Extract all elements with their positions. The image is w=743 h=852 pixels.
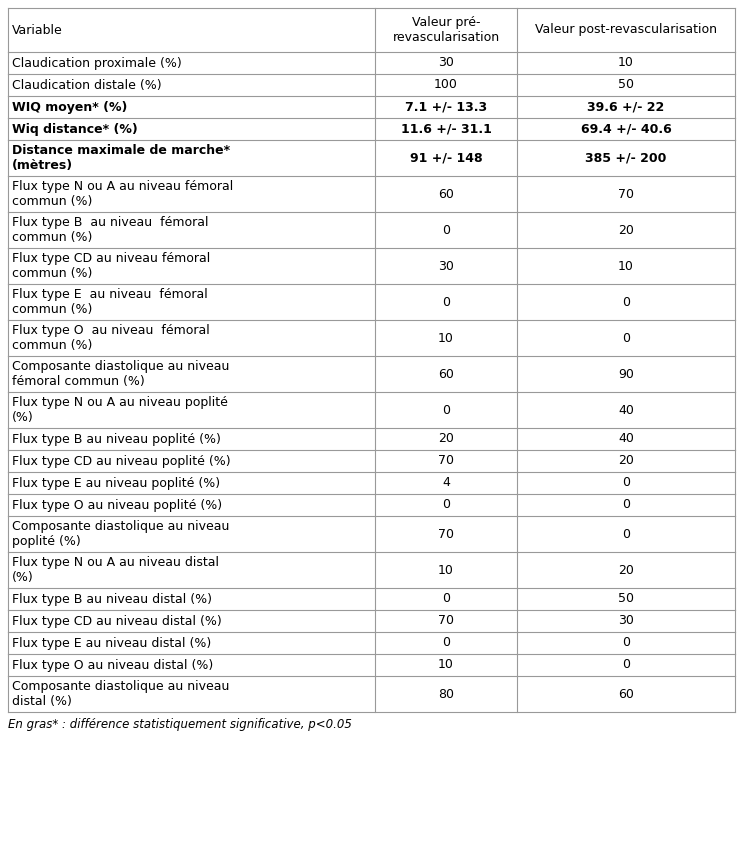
Text: 80: 80 xyxy=(438,688,454,700)
Text: WIQ moyen* (%): WIQ moyen* (%) xyxy=(12,101,127,113)
Text: 0: 0 xyxy=(622,331,630,344)
Text: Flux type O au niveau poplité (%): Flux type O au niveau poplité (%) xyxy=(12,498,222,511)
Text: Flux type CD au niveau fémoral
commun (%): Flux type CD au niveau fémoral commun (%… xyxy=(12,252,210,280)
Text: 0: 0 xyxy=(622,636,630,649)
Text: Composante diastolique au niveau
fémoral commun (%): Composante diastolique au niveau fémoral… xyxy=(12,360,230,388)
Text: 70: 70 xyxy=(438,527,454,540)
Text: Flux type E au niveau distal (%): Flux type E au niveau distal (%) xyxy=(12,636,211,649)
Text: Flux type N ou A au niveau poplité
(%): Flux type N ou A au niveau poplité (%) xyxy=(12,396,228,424)
Text: 10: 10 xyxy=(438,331,454,344)
Text: En gras* : différence statistiquement significative, p<0.05: En gras* : différence statistiquement si… xyxy=(8,718,352,731)
Text: Flux type B au niveau distal (%): Flux type B au niveau distal (%) xyxy=(12,592,212,606)
Text: Flux type E au niveau poplité (%): Flux type E au niveau poplité (%) xyxy=(12,476,220,490)
Text: 0: 0 xyxy=(442,636,450,649)
Text: 0: 0 xyxy=(622,659,630,671)
Text: 10: 10 xyxy=(438,659,454,671)
Text: Claudication proximale (%): Claudication proximale (%) xyxy=(12,56,182,70)
Text: 50: 50 xyxy=(618,592,634,606)
Text: Valeur pré-
revascularisation: Valeur pré- revascularisation xyxy=(392,16,499,44)
Text: 20: 20 xyxy=(618,223,634,237)
Text: Wiq distance* (%): Wiq distance* (%) xyxy=(12,123,137,135)
Text: Distance maximale de marche*
(mètres): Distance maximale de marche* (mètres) xyxy=(12,144,230,172)
Text: 20: 20 xyxy=(438,433,454,446)
Text: 70: 70 xyxy=(438,454,454,468)
Text: 0: 0 xyxy=(442,223,450,237)
Text: 385 +/- 200: 385 +/- 200 xyxy=(585,152,666,164)
Text: 10: 10 xyxy=(618,56,634,70)
Text: 40: 40 xyxy=(618,404,634,417)
Text: 39.6 +/- 22: 39.6 +/- 22 xyxy=(587,101,664,113)
Text: 70: 70 xyxy=(438,614,454,628)
Text: 0: 0 xyxy=(442,498,450,511)
Text: 69.4 +/- 40.6: 69.4 +/- 40.6 xyxy=(580,123,672,135)
Text: 0: 0 xyxy=(442,296,450,308)
Text: 0: 0 xyxy=(622,476,630,490)
Text: 20: 20 xyxy=(618,454,634,468)
Text: Variable: Variable xyxy=(12,24,62,37)
Text: 40: 40 xyxy=(618,433,634,446)
Text: Flux type O  au niveau  fémoral
commun (%): Flux type O au niveau fémoral commun (%) xyxy=(12,324,210,352)
Text: 91 +/- 148: 91 +/- 148 xyxy=(409,152,482,164)
Text: 100: 100 xyxy=(434,78,458,91)
Text: Flux type N ou A au niveau distal
(%): Flux type N ou A au niveau distal (%) xyxy=(12,556,219,584)
Text: 0: 0 xyxy=(622,527,630,540)
Text: Flux type B  au niveau  fémoral
commun (%): Flux type B au niveau fémoral commun (%) xyxy=(12,216,209,244)
Text: 70: 70 xyxy=(618,187,634,200)
Text: Claudication distale (%): Claudication distale (%) xyxy=(12,78,162,91)
Text: 50: 50 xyxy=(618,78,634,91)
Text: 10: 10 xyxy=(438,563,454,577)
Text: 0: 0 xyxy=(622,498,630,511)
Text: 30: 30 xyxy=(438,260,454,273)
Text: Flux type O au niveau distal (%): Flux type O au niveau distal (%) xyxy=(12,659,213,671)
Text: 60: 60 xyxy=(438,187,454,200)
Text: 30: 30 xyxy=(438,56,454,70)
Text: 0: 0 xyxy=(442,404,450,417)
Text: Flux type N ou A au niveau fémoral
commun (%): Flux type N ou A au niveau fémoral commu… xyxy=(12,180,233,208)
Text: 7.1 +/- 13.3: 7.1 +/- 13.3 xyxy=(405,101,487,113)
Text: Composante diastolique au niveau
distal (%): Composante diastolique au niveau distal … xyxy=(12,680,230,708)
Text: Flux type CD au niveau distal (%): Flux type CD au niveau distal (%) xyxy=(12,614,221,628)
Text: Composante diastolique au niveau
poplité (%): Composante diastolique au niveau poplité… xyxy=(12,520,230,548)
Text: 0: 0 xyxy=(622,296,630,308)
Text: Flux type CD au niveau poplité (%): Flux type CD au niveau poplité (%) xyxy=(12,454,230,468)
Text: 90: 90 xyxy=(618,367,634,381)
Text: 20: 20 xyxy=(618,563,634,577)
Text: 60: 60 xyxy=(438,367,454,381)
Text: 10: 10 xyxy=(618,260,634,273)
Text: Flux type E  au niveau  fémoral
commun (%): Flux type E au niveau fémoral commun (%) xyxy=(12,288,208,316)
Text: Valeur post-revascularisation: Valeur post-revascularisation xyxy=(535,24,717,37)
Text: 4: 4 xyxy=(442,476,450,490)
Text: 11.6 +/- 31.1: 11.6 +/- 31.1 xyxy=(400,123,491,135)
Text: Flux type B au niveau poplité (%): Flux type B au niveau poplité (%) xyxy=(12,433,221,446)
Text: 0: 0 xyxy=(442,592,450,606)
Text: 30: 30 xyxy=(618,614,634,628)
Text: 60: 60 xyxy=(618,688,634,700)
